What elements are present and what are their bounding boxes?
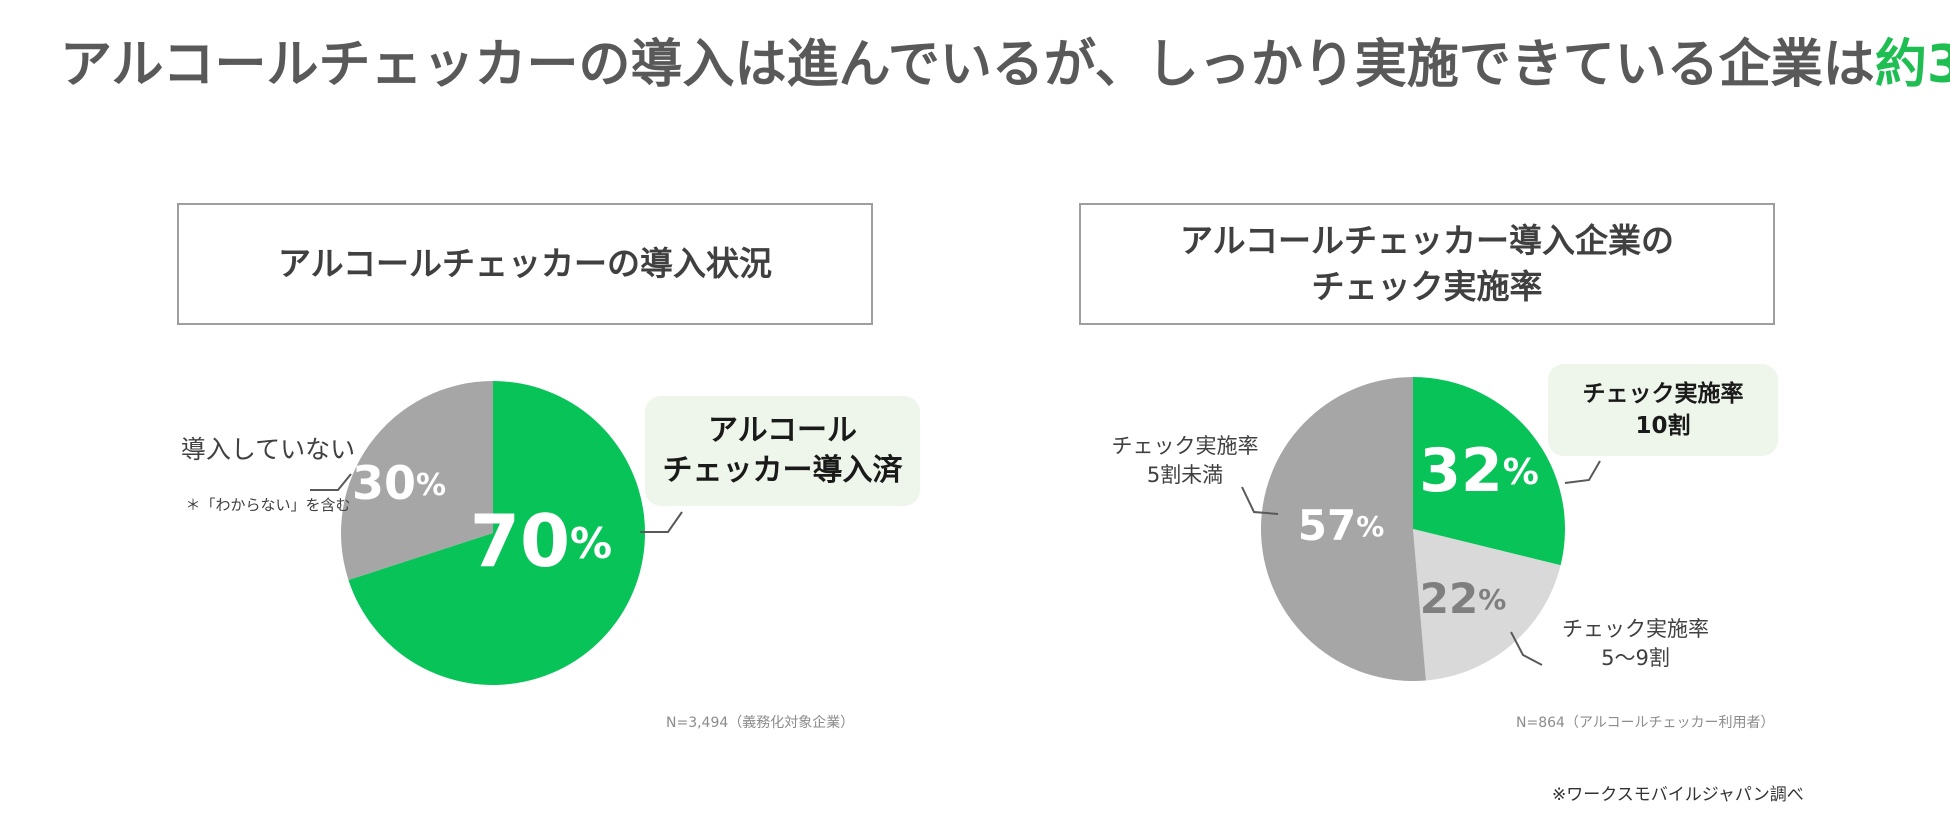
- chart2-title: アルコールチェッカー導入企業の チェック実施率: [1179, 221, 1674, 306]
- n-note-1: N=3,494（義務化対象企業）: [666, 715, 855, 731]
- leader-line: [1241, 486, 1279, 515]
- label-not-installed-box: 導入していない ＊「わからない」を含む: [168, 405, 368, 545]
- label-check-under5: チェック実施率 5割未満: [1111, 434, 1259, 487]
- chart1-title: アルコールチェッカーの導入状況: [277, 244, 772, 283]
- data-label: 32%: [1419, 436, 1539, 506]
- leader-line: [310, 473, 352, 491]
- label-installed: アルコール チェッカー導入済: [662, 413, 903, 488]
- pie-slice: [1260, 377, 1426, 681]
- data-label: 30%: [352, 456, 446, 510]
- chart2-title-box: アルコールチェッカー導入企業の チェック実施率: [1079, 203, 1775, 325]
- chart1-title-box: アルコールチェッカーの導入状況: [177, 203, 873, 325]
- leader-line: [1510, 631, 1543, 666]
- pie-slice: [348, 381, 645, 685]
- leader-line: [640, 511, 683, 533]
- leader-lines: [310, 460, 1601, 666]
- pie-slice: [1413, 377, 1565, 566]
- pie-chart-1: 70% 30%: [341, 381, 645, 685]
- callout-installed: アルコール チェッカー導入済: [645, 396, 920, 506]
- pie-slice: [1413, 529, 1561, 681]
- label-check-10: チェック実施率 10割: [1582, 381, 1744, 439]
- data-label: 22%: [1420, 574, 1507, 623]
- pie-slice: [341, 381, 493, 580]
- leader-line: [1564, 460, 1601, 484]
- label-not-installed: 導入していない: [180, 435, 356, 464]
- headline: アルコールチェッカーの導入は進んでいるが、しっかり実施できている企業は約3割: [60, 20, 1950, 110]
- data-label: 70%: [470, 499, 612, 583]
- n-note-2: N=864（アルコールチェッカー利用者）: [1516, 715, 1775, 731]
- label-check-5to9: チェック実施率 5～9割: [1562, 617, 1709, 670]
- source-note: ※ワークスモバイルジャパン調べ: [1552, 785, 1804, 805]
- label-not-installed-note: ＊「わからない」を含む: [185, 496, 351, 514]
- headline-main: アルコールチェッカーの導入は進んでいるが、しっかり実施できている企業は: [60, 35, 1875, 95]
- callout-check-10: チェック実施率 10割: [1548, 364, 1778, 456]
- data-label: 57%: [1298, 501, 1385, 550]
- pie-chart-2: 32% 22% 57%: [1260, 377, 1565, 681]
- headline-accent: 約3割: [1874, 35, 1950, 95]
